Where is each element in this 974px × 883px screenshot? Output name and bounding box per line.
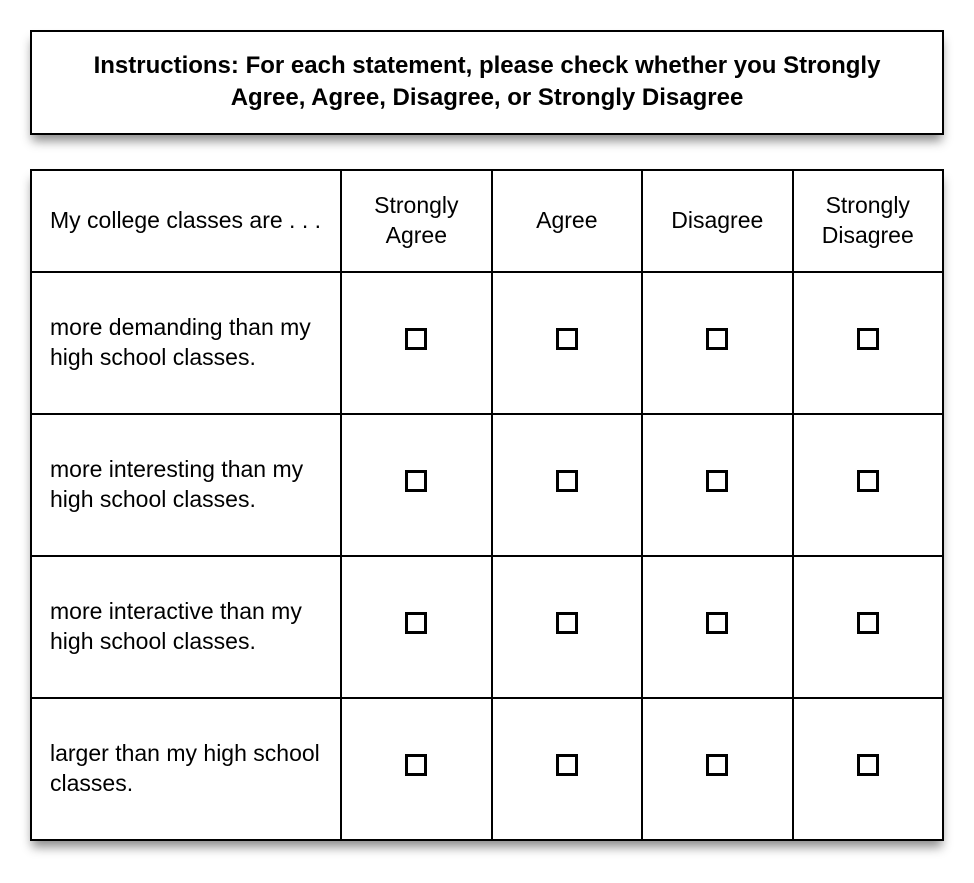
option-header: Disagree: [642, 170, 792, 272]
table-row: larger than my high school classes.: [31, 698, 943, 840]
stem-header: My college classes are . . .: [31, 170, 341, 272]
statement-cell: more interactive than my high school cla…: [31, 556, 341, 698]
checkbox[interactable]: [857, 754, 879, 776]
statement-cell: more interesting than my high school cla…: [31, 414, 341, 556]
option-header: Agree: [492, 170, 642, 272]
statement-cell: more demanding than my high school class…: [31, 272, 341, 414]
table-row: more interactive than my high school cla…: [31, 556, 943, 698]
checkbox[interactable]: [405, 754, 427, 776]
checkbox[interactable]: [405, 470, 427, 492]
statement-cell: larger than my high school classes.: [31, 698, 341, 840]
checkbox[interactable]: [706, 328, 728, 350]
option-header: Strongly Disagree: [793, 170, 944, 272]
checkbox[interactable]: [706, 754, 728, 776]
instructions-box: Instructions: For each statement, please…: [30, 30, 944, 135]
checkbox[interactable]: [857, 470, 879, 492]
likert-table: My college classes are . . . Strongly Ag…: [30, 169, 944, 841]
checkbox[interactable]: [556, 754, 578, 776]
table-header-row: My college classes are . . . Strongly Ag…: [31, 170, 943, 272]
checkbox[interactable]: [857, 328, 879, 350]
checkbox[interactable]: [857, 612, 879, 634]
checkbox[interactable]: [706, 470, 728, 492]
checkbox[interactable]: [405, 612, 427, 634]
checkbox[interactable]: [405, 328, 427, 350]
checkbox[interactable]: [556, 328, 578, 350]
table-row: more interesting than my high school cla…: [31, 414, 943, 556]
checkbox[interactable]: [706, 612, 728, 634]
checkbox[interactable]: [556, 470, 578, 492]
checkbox[interactable]: [556, 612, 578, 634]
table-row: more demanding than my high school class…: [31, 272, 943, 414]
option-header: Strongly Agree: [341, 170, 491, 272]
